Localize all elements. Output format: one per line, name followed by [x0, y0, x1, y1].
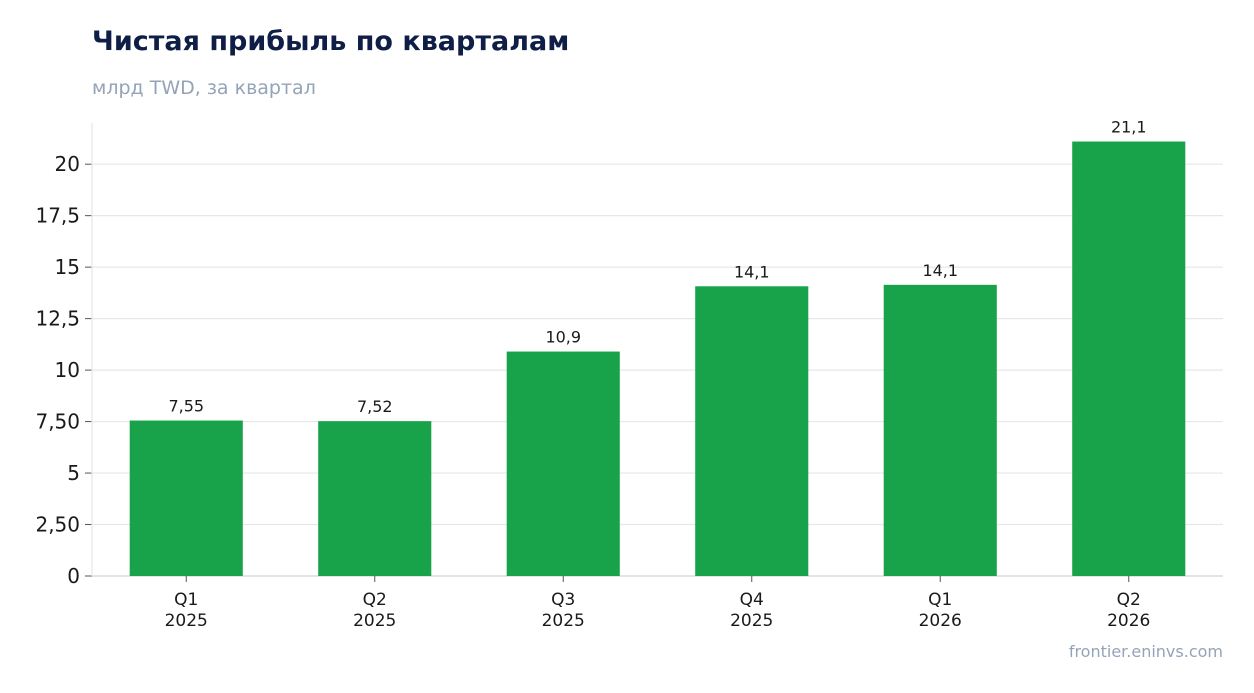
x-tick-label: Q1 — [928, 590, 952, 610]
y-tick-label: 15 — [55, 255, 80, 279]
x-tick-label: 2026 — [1107, 611, 1150, 631]
y-tick-label: 17,5 — [35, 204, 80, 228]
data-label: 7,55 — [168, 397, 204, 416]
x-tick-label: 2025 — [542, 611, 585, 631]
y-tick-label: 5 — [67, 461, 80, 485]
y-tick-label: 2,50 — [35, 513, 80, 537]
data-label: 14,1 — [734, 262, 770, 281]
data-label: 7,52 — [357, 397, 393, 416]
data-label: 10,9 — [545, 328, 581, 347]
x-tick-label: 2025 — [730, 611, 773, 631]
data-label: 21,1 — [1111, 118, 1147, 137]
bar — [506, 351, 620, 576]
y-tick-label: 20 — [55, 152, 80, 176]
bar — [129, 420, 243, 576]
y-tick-label: 0 — [67, 564, 80, 588]
chart-title: Чистая прибыль по кварталам — [92, 26, 570, 57]
x-tick-label: 2025 — [353, 611, 396, 631]
bar — [1072, 141, 1186, 577]
bar — [883, 284, 997, 576]
x-tick-label: Q4 — [740, 590, 764, 610]
x-tick-label: Q3 — [551, 590, 575, 610]
y-tick-label: 12,5 — [35, 307, 80, 331]
y-tick-label: 10 — [55, 358, 80, 382]
y-tick-label: 7,50 — [35, 410, 80, 434]
data-label: 14,1 — [922, 261, 958, 280]
x-tick-label: Q2 — [363, 590, 387, 610]
source-label: frontier.eninvs.com — [1068, 642, 1223, 661]
x-tick-label: 2025 — [165, 611, 208, 631]
bar — [695, 286, 809, 576]
x-tick-label: Q2 — [1117, 590, 1141, 610]
x-tick-label: 2026 — [919, 611, 962, 631]
x-tick-label: Q1 — [174, 590, 198, 610]
bar — [318, 421, 432, 576]
chart-subtitle: млрд TWD, за квартал — [92, 77, 316, 99]
